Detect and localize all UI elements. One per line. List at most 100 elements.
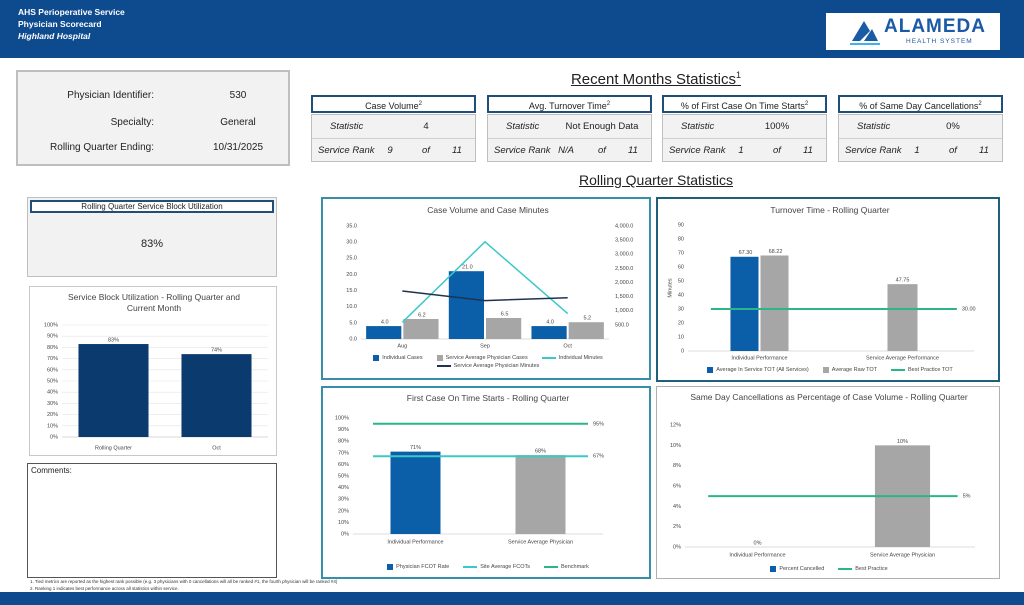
y2-tick-label: 4,000.0 (615, 223, 633, 229)
rank-value: 9 (387, 145, 393, 156)
chart: 0% 10% 20% 30% 40% 50% 60% 70% 80% 90% 100% Rolling… (44, 322, 268, 451)
legend: Physician FCOT Rate Site Average FCOTs Ben… (333, 564, 643, 570)
header-line: Highland Hospital (18, 31, 91, 41)
y-tick-label: 10% (670, 443, 681, 449)
y-axis-label: Minutes (667, 278, 673, 298)
stat-card-title: % of First Case On Time Starts2 (662, 95, 827, 113)
legend-item: Best Practice TOT (891, 367, 953, 373)
y-tick-label: 0 (681, 348, 684, 354)
rank-total: 11 (803, 145, 813, 156)
legend-label: Best Practice (855, 566, 888, 572)
y-tick-label: 10.0 (346, 304, 357, 310)
physician-value: General (220, 117, 256, 128)
y-tick-label: 60 (678, 264, 684, 270)
chart-panel: 0 10 20 30 40 50 60 70 80 90 Minutes Individual Per… (656, 197, 1000, 382)
reference-label: 5% (963, 494, 971, 500)
y-tick-label: 40 (678, 292, 684, 298)
bar (531, 326, 567, 339)
y-tick-label: 12% (670, 422, 681, 428)
data-label: 71% (410, 445, 421, 451)
bar (78, 344, 149, 437)
legend: Individual Cases Service Average Physicia… (353, 355, 623, 369)
physician-label: Specialty: (110, 117, 154, 128)
stat-card: % of First Case On Time Starts2 Statistic… (662, 95, 827, 163)
logo: ALAMEDA HEALTH SYSTEM (826, 13, 1000, 50)
y-tick-label: 0.0 (349, 336, 357, 342)
rank-of: of (773, 145, 781, 156)
data-label: 0% (754, 540, 762, 546)
legend-item: Percent Cancelled (770, 566, 824, 572)
y-tick-label: 15.0 (346, 288, 357, 294)
legend: Percent Cancelled Best Practice (664, 566, 994, 572)
rank-value: 1 (914, 145, 920, 156)
y-tick-label: 100% (44, 322, 58, 328)
bar (887, 284, 918, 351)
statistic-row: Statistic 100% (663, 115, 826, 138)
y-tick-label: 100% (335, 415, 349, 421)
chart-panel: 0.0 5.0 10.0 15.0 20.0 25.0 30.0 35.0 500.0 1,000… (321, 197, 651, 380)
bar (760, 255, 789, 351)
stat-card-title: Case Volume2 (311, 95, 476, 113)
physician-label: Physician Identifier: (67, 90, 154, 101)
chart: 0.0 5.0 10.0 15.0 20.0 25.0 30.0 35.0 500.0 1,000… (346, 223, 633, 349)
chart-panel: 0% 10% 20% 30% 40% 50% 60% 70% 80% 90% 100% Individ… (321, 386, 651, 579)
y-tick-label: 30 (678, 306, 684, 312)
stat-card-title-text: % of Same Day Cancellations (859, 101, 979, 111)
y2-tick-label: 2,000.0 (615, 280, 633, 286)
x-tick-label: Oct (212, 445, 221, 451)
header-line: Physician Scorecard (18, 19, 102, 29)
chart: 0 10 20 30 40 50 60 70 80 90 Minutes Individual Per… (667, 222, 975, 361)
data-label: 68% (535, 449, 546, 455)
y-tick-label: 30% (338, 497, 349, 503)
legend-swatch (436, 365, 451, 367)
x-tick-label: Individual Performance (731, 355, 787, 361)
y-tick-label: 20.0 (346, 272, 357, 278)
block-title: Rolling Quarter Service Block Utilizatio… (30, 200, 274, 213)
y2-tick-label: 1,500.0 (615, 294, 633, 300)
y-tick-label: 2% (673, 524, 681, 530)
rank-value: N/A (558, 145, 574, 156)
data-label: 4.0 (381, 320, 389, 326)
footnote-mark: 1 (736, 70, 742, 80)
statistic-value: 0% (946, 121, 960, 132)
stat-card-body: Statistic 0% Service Rank 1 of 11 (838, 114, 1003, 162)
chart-title: First Case On Time Starts - Rolling Quar… (406, 393, 570, 403)
stat-card: Avg. Turnover Time2 Statistic Not Enough D… (487, 95, 652, 163)
y-tick-label: 35.0 (346, 223, 357, 229)
chart-panel: 0% 10% 20% 30% 40% 50% 60% 70% 80% 90% 100% Rolling… (29, 286, 277, 456)
chart-panel: 0% 2% 4% 6% 8% 10% 12% Individual Performance Se… (656, 386, 1000, 579)
rank-total: 11 (628, 145, 638, 156)
y-tick-label: 10% (47, 423, 58, 429)
stat-card-title: Avg. Turnover Time2 (487, 95, 652, 113)
y-tick-label: 4% (673, 504, 681, 510)
legend-swatch (891, 369, 906, 371)
legend-item: Best Practice (838, 566, 888, 572)
y-tick-label: 80 (678, 236, 684, 242)
rank-row: Service Rank 9 of 11 (312, 138, 475, 162)
stat-card-body: Statistic 100% Service Rank 1 of 11 (662, 114, 827, 162)
legend-item: Service Average Physician Minutes (436, 363, 539, 369)
y-tick-label: 20% (338, 508, 349, 514)
footnote-mark: 2 (978, 101, 982, 107)
y-tick-label: 0% (673, 544, 681, 550)
y2-tick-label: 3,500.0 (615, 238, 633, 244)
legend-item: Individual Cases (373, 355, 423, 361)
statistic-row: Statistic 0% (839, 115, 1002, 138)
legend-swatch (463, 566, 478, 568)
y-tick-label: 80% (47, 345, 58, 351)
stat-card: % of Same Day Cancellations2 Statistic 0% S… (838, 95, 1003, 163)
y-tick-label: 10 (678, 334, 684, 340)
footnote-mark: 2 (418, 101, 422, 107)
x-tick-label: Aug (397, 343, 407, 349)
footnote-mark: 2 (606, 101, 611, 107)
y-tick-label: 30% (47, 401, 58, 407)
bar (568, 322, 604, 339)
logo-icon (850, 21, 880, 45)
legend-swatch (387, 564, 394, 570)
legend-swatch (544, 566, 558, 568)
chart-title: Case Volume and Case Minutes (427, 205, 549, 215)
statistic-label: Statistic (330, 121, 364, 132)
logo-tagline: HEALTH SYSTEM (906, 38, 973, 45)
legend-item: Average Raw TOT (822, 367, 877, 373)
legend-label: Site Average FCOTs (480, 564, 530, 570)
